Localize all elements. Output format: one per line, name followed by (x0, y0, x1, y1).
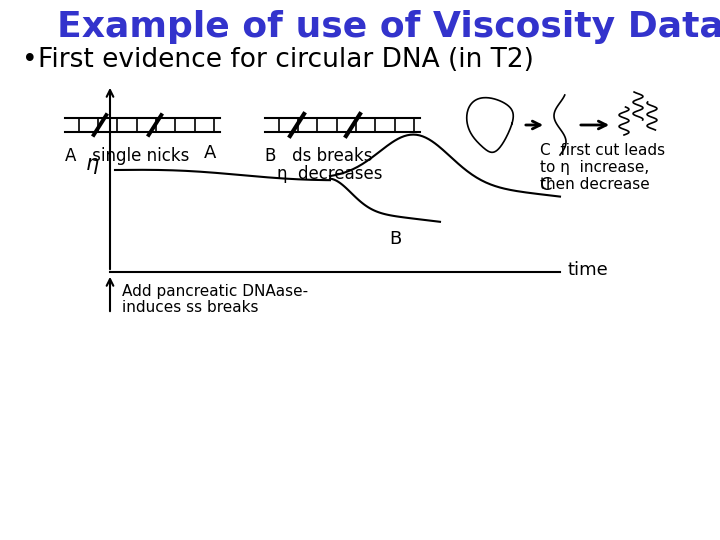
Text: η: η (86, 153, 99, 173)
Text: First evidence for circular DNA (in T2): First evidence for circular DNA (in T2) (38, 47, 534, 73)
Text: B: B (389, 230, 401, 248)
Text: induces ss breaks: induces ss breaks (122, 300, 258, 315)
Text: C  first cut leads: C first cut leads (540, 143, 665, 158)
Text: A: A (204, 144, 216, 163)
Text: η  decreases: η decreases (277, 165, 382, 183)
Text: then decrease: then decrease (540, 177, 649, 192)
Text: to η  increase,: to η increase, (540, 160, 649, 175)
Text: Add pancreatic DNAase-: Add pancreatic DNAase- (122, 284, 308, 299)
Text: Example of use of Viscosity Data: Example of use of Viscosity Data (57, 10, 720, 44)
Text: B   ds breaks: B ds breaks (265, 147, 372, 165)
Text: C: C (540, 176, 552, 194)
Text: •: • (22, 47, 37, 73)
Text: time: time (568, 261, 608, 279)
Text: A   single nicks: A single nicks (65, 147, 189, 165)
